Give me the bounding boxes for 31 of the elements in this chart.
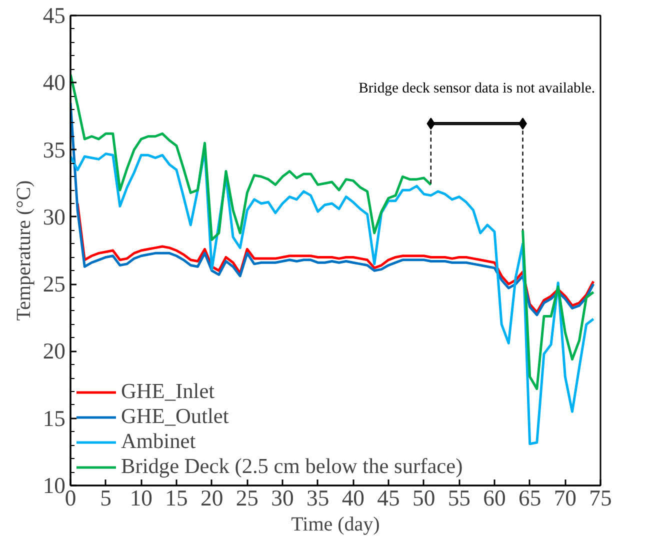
x-tick-label: 30: [271, 486, 294, 510]
annotation: Bridge deck sensor data is not available.: [358, 80, 596, 97]
x-tick-label: 70: [554, 486, 576, 510]
x-tick-label: 40: [342, 486, 364, 510]
x-tick-label: 15: [165, 486, 188, 510]
x-tick-label: 60: [483, 486, 506, 510]
x-tick-label: 5: [100, 486, 112, 510]
y-tick-label: 45: [42, 3, 66, 28]
x-tick-label: 45: [377, 486, 400, 510]
x-axis-title: Time (day): [291, 514, 380, 536]
x-tick-label: 55: [448, 486, 470, 510]
x-tick-label: 0: [64, 486, 76, 510]
legend-label: GHE_Inlet: [121, 379, 215, 404]
y-tick-label: 30: [42, 204, 66, 230]
x-tick-label: 25: [236, 486, 258, 510]
y-tick-label: 25: [42, 272, 66, 297]
x-tick-label: 65: [518, 486, 542, 510]
x-tick-label: 20: [200, 486, 224, 510]
x-tick-label: 75: [589, 486, 612, 510]
line-series: [70, 102, 595, 316]
y-tick-label: 15: [42, 406, 66, 431]
y-tick-label: 40: [42, 70, 66, 96]
y-axis-title: Temperature (°C): [12, 180, 35, 321]
y-tick-label: 20: [42, 338, 66, 364]
legend-label: GHE_Outlet: [121, 404, 229, 429]
x-tick-label: 50: [412, 486, 436, 510]
legend-label: Bridge Deck (2.5 cm below the surface): [121, 454, 463, 479]
y-tick-label: 35: [42, 137, 66, 162]
legend-label: Ambinet: [121, 429, 196, 454]
x-tick-label: 35: [306, 486, 330, 510]
x-tick-label: 10: [130, 486, 152, 510]
